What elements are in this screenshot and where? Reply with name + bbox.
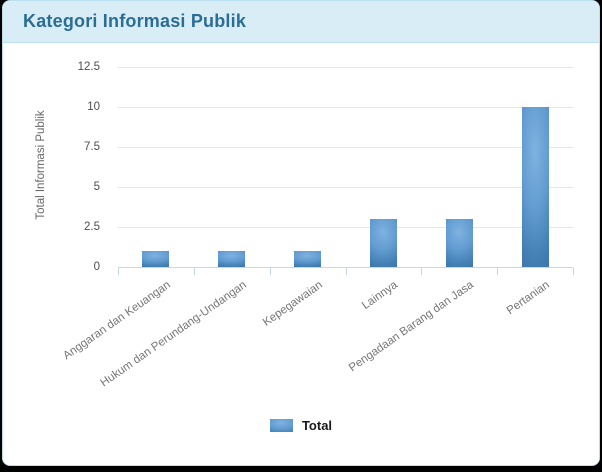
gridline [118, 147, 573, 148]
y-tick-label: 12.5 [77, 61, 100, 73]
y-tick-label: 5 [93, 181, 100, 193]
legend: Total [3, 418, 599, 433]
bar-4[interactable] [369, 219, 397, 267]
y-axis-title: Total Informasi Publik [35, 110, 47, 220]
y-tick-label: 2.5 [84, 221, 100, 233]
x-tick-mark [421, 268, 423, 275]
x-tick-mark [345, 268, 347, 275]
bar-6[interactable] [521, 107, 549, 267]
legend-item-total[interactable]: Total [269, 418, 333, 433]
bar-3[interactable] [294, 251, 322, 267]
panel-header: Kategori Informasi Publik [3, 1, 599, 43]
column-chart: Total Informasi Publik 0 2.5 5 7.5 10 12.5 An… [3, 43, 599, 465]
x-tick-mark [573, 268, 574, 275]
x-tick-mark [269, 268, 271, 275]
x-tick-mark [497, 268, 499, 275]
y-tick-label: 0 [93, 261, 100, 273]
x-tick-mark [193, 268, 195, 275]
bar-2[interactable] [218, 251, 246, 267]
bar-1[interactable] [142, 251, 170, 267]
y-tick-label: 10 [87, 101, 100, 113]
bar-5[interactable] [445, 219, 473, 267]
gridline [118, 187, 573, 188]
gridline [118, 227, 573, 228]
x-axis-line [118, 267, 573, 268]
x-tick-mark [118, 268, 119, 275]
gridline [118, 67, 573, 68]
legend-swatch [269, 419, 293, 432]
gridline [118, 107, 573, 108]
page-title: Kategori Informasi Publik [23, 11, 247, 31]
legend-label: Total [301, 418, 333, 433]
y-tick-label: 7.5 [84, 141, 100, 153]
